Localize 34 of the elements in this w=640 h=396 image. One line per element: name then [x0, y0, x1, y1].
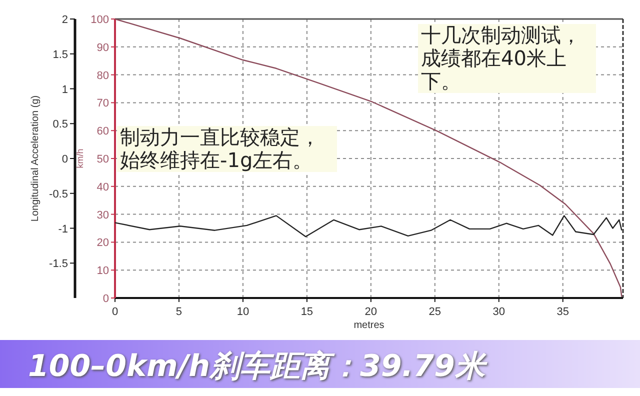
y2-tick-label: 60 — [96, 126, 109, 138]
y2-tick-label: 10 — [96, 265, 109, 278]
x-tick-label: 25 — [428, 306, 442, 318]
y-tick-label: 2 — [62, 14, 68, 26]
y-tick-label: 1 — [62, 84, 68, 96]
y2-tick-label: 100 — [90, 14, 109, 26]
x-tick-label: 0 — [112, 306, 118, 318]
x-tick-label: 5 — [176, 306, 182, 318]
y-axis-title: Longitudinal Acceleration (g) — [30, 95, 41, 222]
text: 100–0km/h刹车距离：39.79米 — [28, 348, 485, 386]
y-tick-label: 0.5 — [52, 118, 68, 131]
y2-tick-label: 50 — [96, 154, 109, 166]
y2-tick-label: 70 — [96, 98, 109, 110]
x-tick-label: 30 — [492, 306, 506, 318]
x-tick-label: 20 — [364, 306, 378, 318]
y2-tick-label: 80 — [96, 70, 109, 82]
annotation: 十几次制动测试，成绩都在40米上下。 — [418, 23, 596, 93]
y-tick-label: -0.5 — [49, 188, 68, 200]
y-tick-label: -1.5 — [49, 258, 68, 270]
y-tick-label: 1.5 — [52, 48, 68, 61]
y2-tick-label: 20 — [96, 237, 109, 250]
y2-tick-label: 30 — [96, 209, 109, 222]
x-tick-label: 35 — [556, 306, 569, 318]
y2-tick-label: 0 — [102, 293, 109, 305]
y2-tick-label: 90 — [96, 42, 109, 54]
y2-tick-label: 40 — [96, 181, 109, 194]
y-tick-label: -1 — [58, 223, 68, 236]
annotation: 制动力一直比较稳定，始终维持在-1g左右。 — [117, 125, 337, 172]
x-axis-title: metres — [354, 320, 384, 331]
x-tick-label: 15 — [300, 306, 314, 318]
y-tick-label: 0 — [62, 154, 68, 166]
y2-axis-title: km/h — [75, 148, 85, 168]
x-tick-label: 10 — [236, 306, 250, 318]
line-series — [114, 215, 622, 238]
